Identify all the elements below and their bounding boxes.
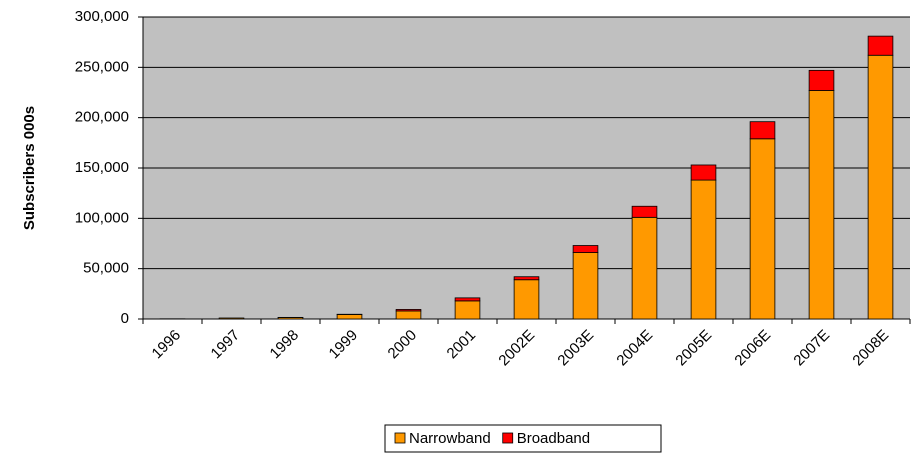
bar-segment: [690, 164, 717, 181]
bar-segment: [454, 300, 481, 320]
legend-swatch: [502, 432, 514, 444]
x-tick-label: 2000: [385, 327, 421, 363]
y-tick-label: 250,000: [75, 58, 129, 75]
legend-swatch: [394, 432, 406, 444]
bar-segment: [749, 138, 776, 320]
bar-segment: [631, 216, 658, 320]
y-tick-label: 300,000: [75, 8, 129, 25]
bar-segment: [749, 121, 776, 140]
bar-segment: [867, 54, 894, 320]
y-tick-label: 100,000: [75, 209, 129, 226]
bar-segment: [867, 35, 894, 56]
bar-segment: [454, 297, 481, 302]
x-tick-label: 2001: [444, 327, 480, 363]
y-tick-label: 50,000: [83, 260, 129, 277]
x-tick-label: 2006E: [731, 327, 774, 370]
x-tick-label: 1998: [267, 327, 303, 363]
legend-box: [384, 424, 662, 453]
bar-segment: [808, 69, 835, 91]
y-tick-label: 0: [121, 310, 129, 327]
x-tick-label: 1999: [326, 327, 362, 363]
x-tick-label: 2003E: [554, 327, 597, 370]
x-tick-label: 1996: [149, 327, 185, 363]
x-tick-label: 2008E: [849, 327, 892, 370]
bar-segment: [572, 245, 599, 253]
bar-segment: [395, 309, 422, 312]
x-tick-label: 2005E: [672, 327, 715, 370]
bar-segment: [631, 205, 658, 218]
bar-segment: [513, 279, 540, 320]
bar-segment: [572, 252, 599, 320]
legend-label: Narrowband: [409, 430, 491, 447]
bar-segment: [395, 310, 422, 320]
y-tick-label: 150,000: [75, 159, 129, 176]
bar-segment: [218, 317, 245, 320]
x-tick-label: 1997: [208, 327, 244, 363]
x-tick-label: 2007E: [790, 327, 833, 370]
bar-segment: [336, 314, 363, 320]
bar-segment: [513, 276, 540, 281]
y-axis-label: Subscribers 000s: [21, 106, 38, 230]
x-tick-label: 2004E: [613, 327, 656, 370]
legend-label: Broadband: [517, 430, 590, 447]
x-tick-label: 2002E: [495, 327, 538, 370]
y-tick-label: 200,000: [75, 109, 129, 126]
bar-segment: [808, 90, 835, 320]
bar-segment: [690, 179, 717, 320]
